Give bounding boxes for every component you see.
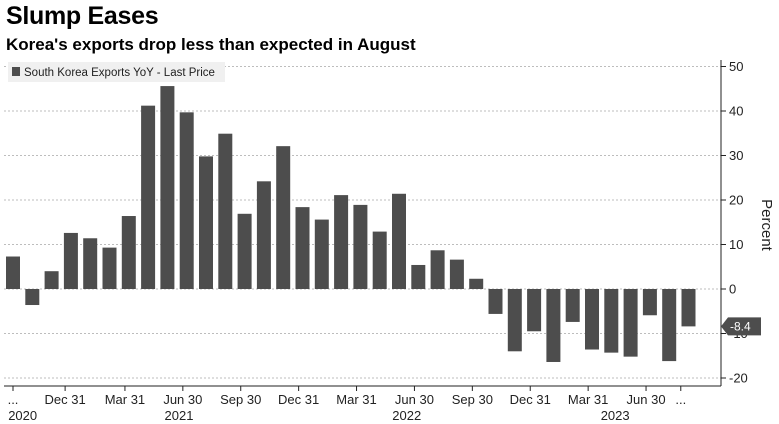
bar [63, 232, 78, 289]
y-tick-label: -20 [729, 371, 748, 386]
bar [662, 289, 677, 362]
bar [179, 112, 194, 290]
y-tick-label: 10 [729, 237, 743, 252]
x-tick-label: ... [675, 392, 686, 407]
bar [44, 271, 59, 289]
legend-box [8, 62, 225, 82]
bar [469, 278, 484, 289]
bar [527, 289, 542, 332]
legend: South Korea Exports YoY - Last Price [8, 62, 225, 82]
bar [295, 207, 310, 289]
y-axis-label: Percent [758, 199, 775, 252]
y-tick-label: 40 [729, 104, 743, 119]
bar [237, 213, 252, 289]
bar [604, 289, 619, 353]
bar [623, 289, 638, 357]
bar [449, 259, 464, 289]
bar [218, 133, 233, 289]
y-tick-label: 0 [729, 282, 736, 297]
bar [565, 289, 580, 322]
x-axis: ... Dec 31 Mar 31 Jun 30 Sep 30 Dec 31 Mar 31 J… [4, 385, 721, 423]
bar [372, 231, 387, 289]
chart-subtitle: Korea's exports drop less than expected … [6, 35, 416, 54]
bar [642, 289, 657, 316]
bar [256, 181, 271, 289]
bar [507, 289, 522, 352]
legend-label: South Korea Exports YoY - Last Price [24, 67, 215, 79]
bars [6, 86, 696, 362]
bar [334, 195, 349, 289]
x-tick-label: Dec 31 [278, 392, 319, 407]
x-year-label: 2021 [165, 408, 194, 423]
bar [314, 219, 329, 289]
bar [546, 289, 561, 362]
bar [83, 238, 98, 289]
bar [585, 289, 599, 350]
bar [392, 193, 406, 289]
y-tick-label: 50 [729, 59, 743, 74]
bar [681, 289, 696, 327]
chart-title: Slump Eases [6, 2, 159, 30]
bar [430, 250, 445, 289]
x-year-label: 2023 [601, 408, 630, 423]
bar [6, 256, 20, 289]
bar [141, 105, 156, 289]
x-tick-label: Jun 30 [163, 392, 202, 407]
x-tick-label: ... [8, 392, 19, 407]
x-year-label: 2022 [392, 408, 421, 423]
bar [121, 216, 136, 289]
bar [160, 86, 175, 289]
x-tick-label: Mar 31 [105, 392, 145, 407]
bar [353, 204, 368, 289]
bar [488, 289, 503, 314]
last-value-marker: -8.4 [721, 317, 761, 336]
x-tick-label: Mar 31 [336, 392, 376, 407]
x-tick-label: Dec 31 [510, 392, 551, 407]
grid-lines [4, 66, 721, 379]
bar [276, 146, 291, 289]
x-tick-label: Sep 30 [220, 392, 261, 407]
bar [411, 264, 426, 289]
x-tick-label: Sep 30 [452, 392, 493, 407]
legend-swatch [12, 67, 20, 76]
x-tick-label: Jun 30 [395, 392, 434, 407]
x-tick-label: Mar 31 [568, 392, 608, 407]
y-tick-label: 20 [729, 193, 743, 208]
last-value-badge [721, 317, 761, 336]
bar [199, 156, 213, 289]
bar [102, 247, 117, 289]
x-tick-label: Jun 30 [627, 392, 666, 407]
last-value-label: -8.4 [730, 319, 751, 333]
y-tick-label: 30 [729, 148, 743, 163]
x-year-label: 2020 [8, 408, 37, 423]
bar [25, 289, 40, 306]
x-tick-label: Dec 31 [45, 392, 86, 407]
